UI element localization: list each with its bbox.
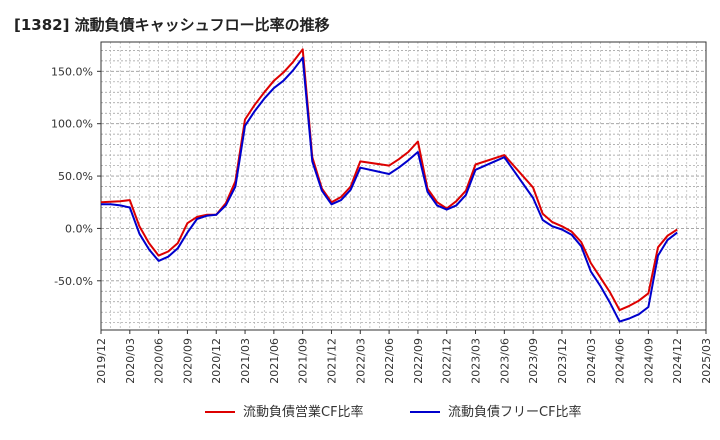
x-tick-label: 2021/03 <box>239 338 252 384</box>
chart-title: [1382] 流動負債キャッシュフロー比率の推移 <box>14 16 330 34</box>
x-tick-label: 2023/09 <box>527 338 540 384</box>
y-tick-labels: 150.0% 100.0% 50.0% 0.0% -50.0% <box>51 65 93 287</box>
x-tick-label: 2021/09 <box>297 338 310 384</box>
x-tick-label: 2020/06 <box>153 338 166 384</box>
x-tick-label: 2019/12 <box>95 338 108 384</box>
x-tick-label: 2021/06 <box>268 338 281 384</box>
x-tick-label: 2024/12 <box>671 338 684 384</box>
y-tick-label: 50.0% <box>58 170 93 183</box>
grid-lines <box>101 42 706 330</box>
x-tick-label: 2023/12 <box>556 338 569 384</box>
y-tick-label: 100.0% <box>51 118 93 131</box>
x-tick-label: 2024/06 <box>614 338 627 384</box>
x-tick-label: 2022/09 <box>412 338 425 384</box>
x-tick-label: 2022/06 <box>383 338 396 384</box>
x-tick-label: 2022/03 <box>354 338 367 384</box>
series-lines <box>100 48 678 323</box>
y-tick-label: 0.0% <box>65 222 93 235</box>
series-line-operating-cf <box>100 48 678 312</box>
legend-label: 流動負債フリーCF比率 <box>448 404 582 420</box>
x-tick-label: 2020/12 <box>210 338 223 384</box>
x-tick-labels: 2019/12 2020/03 2020/06 2020/09 2020/12 2021/… <box>95 338 713 384</box>
x-tick-label: 2025/03 <box>700 338 713 384</box>
y-tick-label: 150.0% <box>51 65 93 78</box>
x-tick-label: 2024/09 <box>642 338 655 384</box>
x-tick-label: 2020/09 <box>181 338 194 384</box>
x-tick-label: 2021/12 <box>325 338 338 384</box>
x-tick-label: 2023/06 <box>498 338 511 384</box>
y-tick-label: -50.0% <box>54 275 93 288</box>
x-tick-label: 2022/12 <box>441 338 454 384</box>
series-line-free-cf <box>101 56 678 323</box>
plot-border <box>100 41 707 331</box>
legend-label: 流動負債営業CF比率 <box>243 404 364 420</box>
legend: 流動負債営業CF比率 流動負債フリーCF比率 <box>205 404 582 420</box>
axes <box>97 41 707 334</box>
x-tick-label: 2020/03 <box>124 338 137 384</box>
x-tick-label: 2023/03 <box>470 338 483 384</box>
x-tick-label: 2024/03 <box>585 338 598 384</box>
